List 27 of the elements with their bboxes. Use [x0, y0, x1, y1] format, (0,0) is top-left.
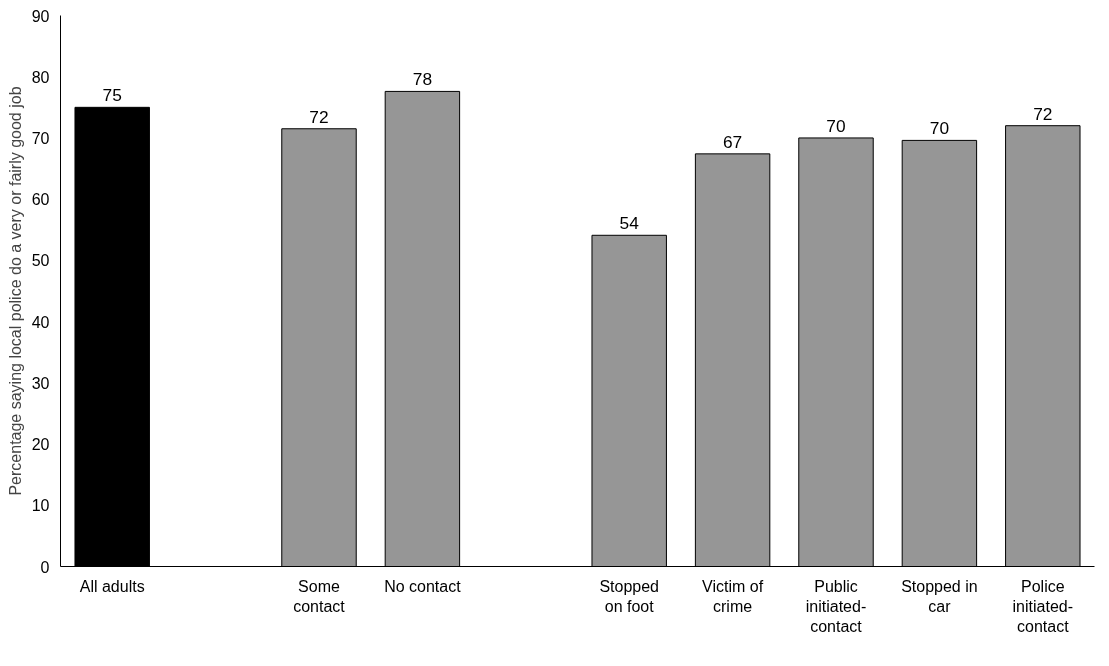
y-tick-label: 10	[31, 497, 50, 515]
y-tick-label: 20	[31, 436, 50, 454]
data-label: 67	[722, 131, 743, 152]
x-tick-label: No contact	[384, 577, 462, 595]
y-tick-label: 50	[31, 252, 50, 270]
data-label: 70	[826, 115, 846, 136]
y-tick-label: 90	[31, 7, 50, 25]
data-label: 72	[1033, 103, 1053, 124]
data-label: 78	[412, 69, 433, 90]
data-label: 75	[102, 85, 122, 106]
data-label: 70	[929, 118, 950, 139]
x-tick-label: Victim of crime	[702, 577, 764, 615]
y-tick-label: 60	[31, 191, 50, 209]
x-tick-label: Public initiated- contact	[805, 577, 867, 636]
data-label: 54	[619, 213, 640, 234]
data-label: 72	[309, 106, 329, 127]
y-tick-label: 70	[31, 129, 50, 147]
x-tick-label: Police initiated- contact	[1012, 577, 1074, 636]
x-tick-label: Stopped on foot	[599, 577, 659, 615]
y-tick-label: 80	[31, 68, 50, 86]
y-tick-label: 40	[31, 313, 50, 331]
x-tick-label: Some contact	[293, 577, 346, 615]
x-tick-label: All adults	[79, 577, 145, 595]
y-tick-label: 0	[40, 558, 50, 576]
x-tick-label: Stopped in car	[901, 577, 978, 615]
y-tick-label: 30	[31, 374, 50, 392]
y-axis-title: Percentage saying local police do a very or fairly good job	[6, 86, 24, 496]
